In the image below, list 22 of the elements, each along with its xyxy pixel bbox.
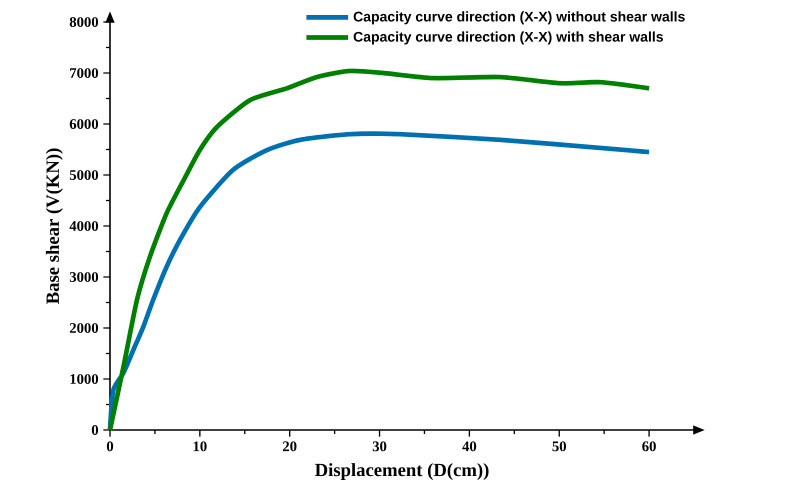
y-tick-label: 1000	[70, 374, 98, 384]
x-tick-label: 0	[106, 441, 114, 452]
y-tick-label: 4000	[70, 221, 98, 231]
x-tick-label: 10	[194, 441, 207, 452]
x-tick-label: 60	[642, 441, 656, 452]
x-tick-label: 50	[552, 441, 566, 452]
y-tick-label: 5000	[70, 170, 98, 180]
x-tick-label: 40	[462, 441, 476, 452]
y-tick-label: 0	[92, 425, 98, 435]
x-tick-label: 30	[372, 441, 386, 452]
x-axis-title: Displacement (D(cm))	[314, 463, 489, 480]
y-axis-title: Base shear (V(KN))	[46, 148, 63, 304]
y-tick-label: 6000	[70, 119, 98, 129]
x-tick-label: 20	[282, 441, 296, 452]
legend-label: Capacity curve direction (X-X) with shear walls	[354, 31, 663, 44]
y-tick-label: 2000	[70, 323, 98, 333]
line-series	[108, 68, 652, 432]
legend-label: Capacity curve direction (X-X) without shear walls	[354, 11, 685, 24]
line-series	[108, 131, 652, 432]
y-tick-label: 3000	[70, 272, 98, 282]
y-tick-label: 7000	[70, 68, 98, 78]
y-tick-label: 8000	[70, 17, 98, 27]
